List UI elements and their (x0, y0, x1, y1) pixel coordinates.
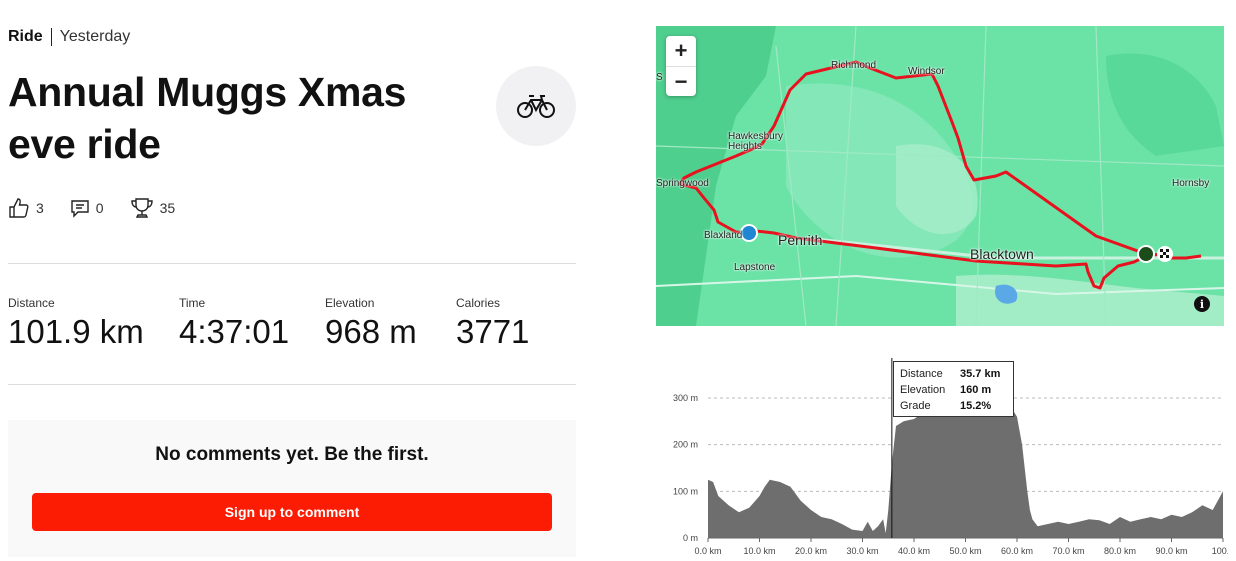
tooltip-label: Grade (900, 400, 931, 412)
tooltip-value: 160 m (960, 384, 992, 396)
thumbs-up-icon (9, 198, 29, 218)
sport-badge (496, 66, 576, 146)
x-tick-label: 80.0 km (1104, 546, 1136, 556)
elevation-chart[interactable]: 0 m 100 m 200 m 300 m 0.0 km 10.0 km 20.0 km 30… (656, 350, 1234, 561)
map-place-label: Penrith (778, 232, 823, 248)
map-place-label: Windsor (908, 66, 945, 77)
stats-row: Distance 101.9 km Time 4:37:01 Elevation… (8, 296, 576, 356)
elevation-tooltip: Distance 35.7 km Elevation 160 m Grade 15.2… (893, 361, 1014, 417)
y-tick-label: 100 m (673, 486, 698, 496)
x-tick-label: 50.0 km (949, 546, 981, 556)
stat-label: Time (179, 296, 206, 310)
stat-time: Time 4:37:01 (179, 296, 289, 352)
signup-to-comment-button[interactable]: Sign up to comment (32, 493, 552, 531)
stat-calories: Calories 3771 (456, 296, 529, 352)
x-tick-label: 30.0 km (846, 546, 878, 556)
comments-button[interactable]: 0 (70, 198, 104, 218)
stat-value: 4:37:01 (179, 313, 290, 350)
activity-header: Ride Yesterday Annual Muggs Xmas eve rid… (8, 0, 576, 561)
tooltip-label: Distance (900, 368, 943, 380)
y-tick-label: 300 m (673, 393, 698, 403)
route-start-marker (740, 224, 758, 242)
map-place-label: Hawkesbury Heights (728, 131, 784, 152)
route-map[interactable]: + − Richmond Windsor Hawkesbury Heights … (656, 26, 1224, 326)
stat-label: Elevation (325, 296, 375, 310)
divider (8, 384, 576, 385)
map-place-label: Blaxland (704, 230, 743, 241)
divider (8, 263, 576, 264)
x-tick-label: 100.0 (1212, 546, 1228, 556)
map-place-label: S (656, 72, 663, 83)
x-tick-label: 10.0 km (743, 546, 775, 556)
activity-date: Yesterday (59, 28, 131, 45)
breadcrumb-divider (50, 28, 52, 46)
map-place-label: Blacktown (970, 246, 1034, 262)
tooltip-label: Elevation (900, 384, 946, 396)
map-place-label: Lapstone (734, 262, 776, 273)
route-end-marker (1137, 245, 1155, 263)
achievements-count: 35 (159, 200, 176, 216)
stat-elevation: Elevation 968 m (325, 296, 417, 352)
stat-label: Distance (8, 296, 55, 310)
zoom-control: + − (666, 36, 696, 96)
empty-comments-message: No comments yet. Be the first. (155, 444, 429, 465)
stat-label: Calories (456, 296, 501, 310)
breadcrumb: Ride Yesterday (8, 28, 130, 46)
social-stats: 3 0 35 (8, 197, 175, 219)
tooltip-value: 35.7 km (960, 368, 1001, 380)
x-tick-label: 0.0 km (694, 546, 721, 556)
x-tick-label: 40.0 km (898, 546, 930, 556)
zoom-out-button[interactable]: − (666, 66, 696, 96)
map-place-label: Richmond (831, 60, 877, 71)
map-info-icon[interactable]: i (1194, 296, 1210, 312)
comments-panel: No comments yet. Be the first. Sign up t… (8, 420, 576, 557)
kudos-count: 3 (36, 200, 44, 216)
checkered-flag-icon (1157, 246, 1173, 262)
activity-type: Ride (8, 28, 43, 45)
elevation-plot: 0 m 100 m 200 m 300 m 0.0 km 10.0 km 20.0 km 30… (673, 358, 1234, 556)
zoom-in-button[interactable]: + (674, 38, 688, 63)
x-tick-label: 60.0 km (1001, 546, 1033, 556)
elevation-area (708, 388, 1223, 538)
achievements-button[interactable]: 35 (130, 197, 176, 219)
tooltip-value: 15.2% (960, 400, 992, 412)
stat-value: 101.9 km (8, 313, 144, 350)
y-tick-label: 0 m (683, 533, 698, 543)
stat-value: 3771 (456, 313, 530, 350)
x-tick-label: 70.0 km (1052, 546, 1084, 556)
y-tick-label: 200 m (673, 440, 698, 450)
bicycle-icon (517, 95, 555, 118)
stat-distance: Distance 101.9 km (8, 296, 144, 352)
trophy-icon (130, 198, 153, 218)
map-place-label: Springwood (656, 178, 709, 189)
comment-icon (71, 200, 89, 218)
comments-count: 0 (95, 200, 104, 216)
stat-value: 968 m (325, 313, 417, 350)
x-tick-label: 90.0 km (1155, 546, 1187, 556)
kudos-button[interactable]: 3 (8, 197, 44, 219)
map-background (656, 26, 1224, 326)
map-place-label: Hornsby (1172, 178, 1210, 189)
x-tick-label: 20.0 km (795, 546, 827, 556)
activity-title: Annual Muggs Xmas eve ride (8, 69, 407, 167)
